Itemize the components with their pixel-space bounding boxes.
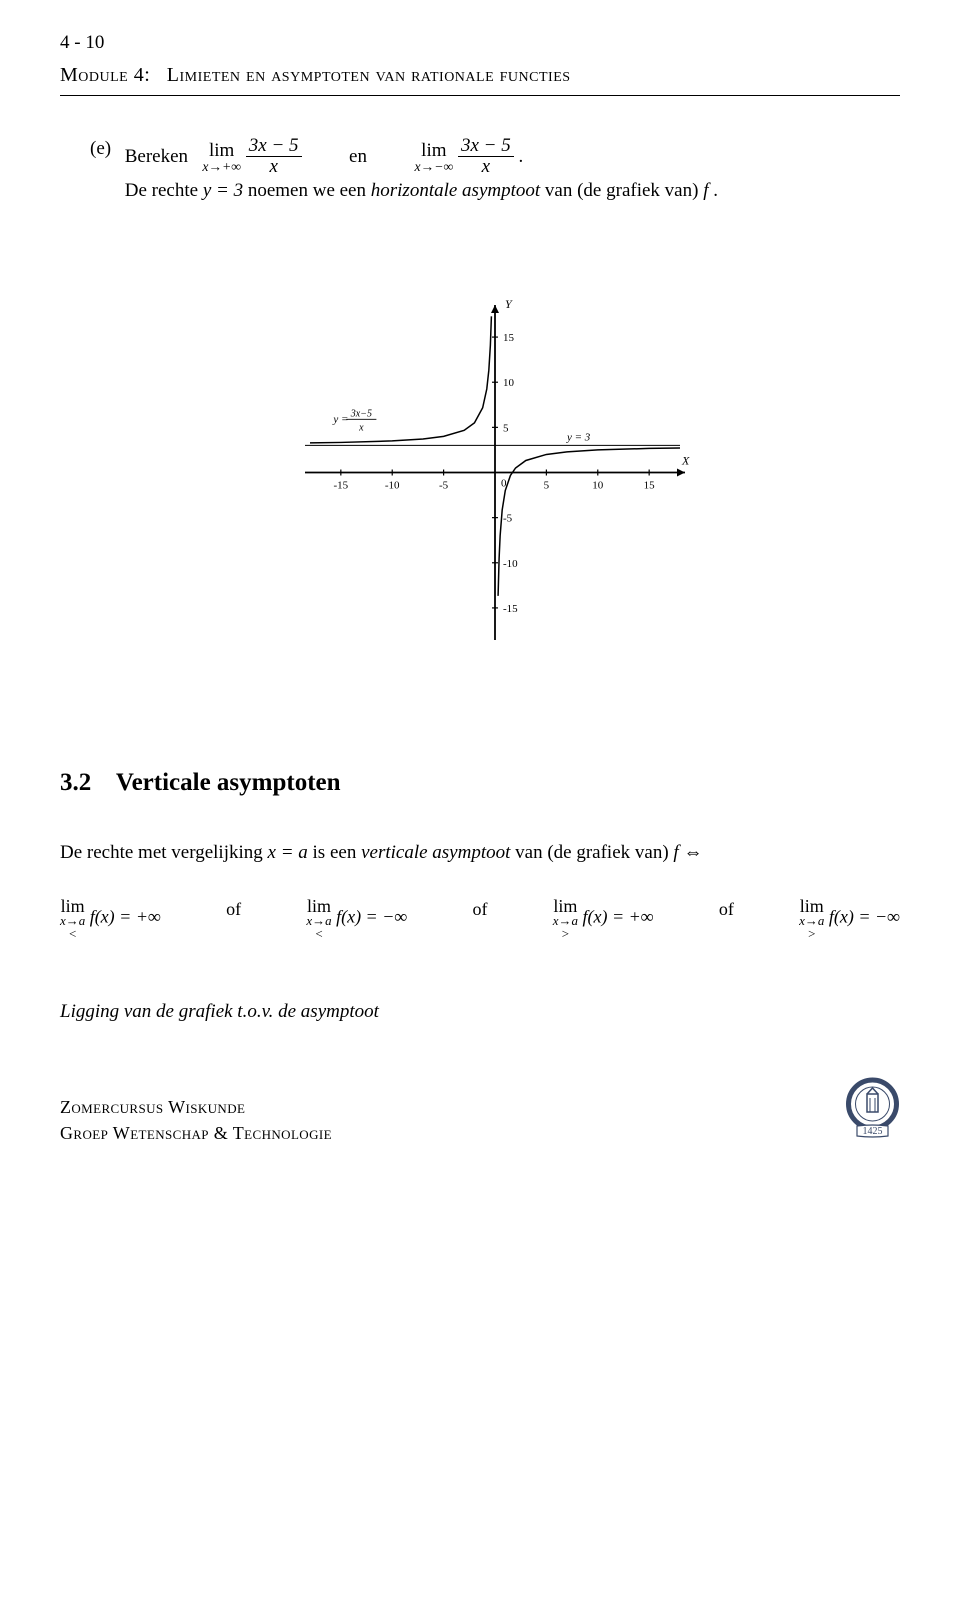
- footer-text-block: Zomercursus Wiskunde Groep Wetenschap & …: [60, 1095, 332, 1145]
- lim-sub2: <: [60, 928, 85, 940]
- svg-text:-10: -10: [503, 558, 518, 570]
- limit-1: lim x→+∞: [202, 141, 241, 174]
- lim-text: lim: [799, 897, 824, 915]
- svg-text:15: 15: [503, 332, 515, 344]
- limit-expression: limx→a< f(x) = +∞: [60, 897, 161, 940]
- line2-p2: noemen we een: [248, 180, 371, 201]
- lim-sub2: >: [553, 928, 578, 940]
- svg-text:X: X: [681, 453, 690, 467]
- svg-text:Y: Y: [505, 297, 513, 311]
- exercise-label: (e): [90, 136, 120, 163]
- lim-sub2: <: [306, 928, 331, 940]
- lim-sub: x→+∞: [202, 160, 241, 174]
- limit-expression: limx→a< f(x) = −∞: [306, 897, 407, 940]
- vt-f: f: [673, 842, 678, 863]
- svg-text:3x−5: 3x−5: [350, 408, 372, 419]
- module-label: Module 4:: [60, 64, 150, 86]
- limit-separator: of: [719, 897, 734, 940]
- university-seal: 1425: [845, 1076, 900, 1146]
- svg-text:-5: -5: [503, 513, 513, 525]
- svg-text:10: 10: [592, 479, 604, 491]
- limit-stack: limx→a<: [60, 897, 85, 940]
- vt-p2: is een: [313, 842, 362, 863]
- lim-sub2: >: [799, 928, 824, 940]
- limit-expression: limx→a> f(x) = +∞: [553, 897, 654, 940]
- chart-container: -15-10-551015-15-10-5510150XYy = 3y = 3x…: [60, 295, 900, 655]
- exercise-body: Bereken lim x→+∞ 3x − 5 x en lim x→−∞ 3x…: [125, 136, 900, 205]
- svg-text:5: 5: [503, 422, 509, 434]
- vt-italic: verticale asymptoot: [361, 842, 510, 863]
- line2-end: .: [713, 180, 718, 201]
- denominator: x: [458, 157, 514, 178]
- lim-text: lim: [60, 897, 85, 915]
- numerator: 3x − 5: [458, 136, 514, 158]
- seal-year: 1425: [863, 1126, 883, 1137]
- word-bereken: Bereken: [125, 145, 188, 166]
- numerator: 3x − 5: [246, 136, 302, 158]
- vt-p3: van (de grafiek van): [515, 842, 673, 863]
- section-number: 3.2: [60, 769, 91, 796]
- module-title: Limieten en asymptoten van rationale fun…: [167, 64, 571, 86]
- line2-f: f: [703, 180, 708, 201]
- vt-iff: ⇔: [683, 842, 702, 863]
- limit-stack: limx→a>: [799, 897, 824, 940]
- limit-rhs: f(x) = −∞: [332, 906, 408, 926]
- lim-text: lim: [202, 141, 241, 160]
- page-footer: Zomercursus Wiskunde Groep Wetenschap & …: [60, 1076, 900, 1146]
- lim-text: lim: [414, 141, 453, 160]
- limit-separator: of: [226, 897, 241, 940]
- svg-text:5: 5: [544, 479, 550, 491]
- limit-rhs: f(x) = +∞: [578, 906, 654, 926]
- limit-stack: limx→a>: [553, 897, 578, 940]
- fraction-2: 3x − 5 x: [458, 136, 514, 179]
- svg-text:-10: -10: [385, 479, 400, 491]
- footer-line2: Groep Wetenschap & Technologie: [60, 1121, 332, 1146]
- exercise-e: (e) Bereken lim x→+∞ 3x − 5 x en lim x→−…: [90, 136, 900, 205]
- svg-text:-15: -15: [333, 479, 348, 491]
- function-graph: -15-10-551015-15-10-5510150XYy = 3y = 3x…: [260, 295, 700, 655]
- denominator: x: [246, 157, 302, 178]
- vt-eq: x = a: [268, 842, 308, 863]
- limit-rhs: f(x) = +∞: [85, 906, 161, 926]
- limit-separator: of: [472, 897, 487, 940]
- svg-text:15: 15: [644, 479, 656, 491]
- line2-p3: van (de grafiek van): [545, 180, 703, 201]
- fraction-1: 3x − 5 x: [246, 136, 302, 179]
- svg-text:10: 10: [503, 377, 515, 389]
- lim-sub: x→−∞: [414, 160, 453, 174]
- footer-line1: Zomercursus Wiskunde: [60, 1095, 332, 1120]
- vt-p1: De rechte met vergelijking: [60, 842, 268, 863]
- lim-text: lim: [553, 897, 578, 915]
- svg-text:-15: -15: [503, 603, 518, 615]
- limit-stack: limx→a<: [306, 897, 331, 940]
- svg-text:x: x: [358, 422, 364, 433]
- limit-rhs: f(x) = −∞: [824, 906, 900, 926]
- svg-text:-5: -5: [439, 479, 449, 491]
- period: .: [518, 145, 523, 166]
- module-header: Module 4: Limieten en asymptoten van rat…: [60, 61, 900, 96]
- limit-2: lim x→−∞: [414, 141, 453, 174]
- graph-position-line: Ligging van de grafiek t.o.v. de asympto…: [60, 999, 900, 1026]
- page-number: 4 - 10: [60, 30, 900, 57]
- word-en: en: [349, 145, 367, 166]
- lim-text: lim: [306, 897, 331, 915]
- svg-text:y =: y =: [332, 413, 348, 425]
- svg-text:y = 3: y = 3: [566, 431, 591, 443]
- limits-row: limx→a< f(x) = +∞ of limx→a< f(x) = −∞ of li…: [60, 897, 900, 940]
- limit-expression: limx→a> f(x) = −∞: [799, 897, 900, 940]
- line2-eq: y = 3: [203, 180, 243, 201]
- line2-p1: De rechte: [125, 180, 203, 201]
- line2-italic: horizontale asymptoot: [371, 180, 540, 201]
- section-heading: 3.2 Verticale asymptoten: [60, 765, 900, 800]
- section-title: Verticale asymptoten: [116, 769, 341, 796]
- vertical-asymptote-text: De rechte met vergelijking x = a is een …: [60, 840, 900, 867]
